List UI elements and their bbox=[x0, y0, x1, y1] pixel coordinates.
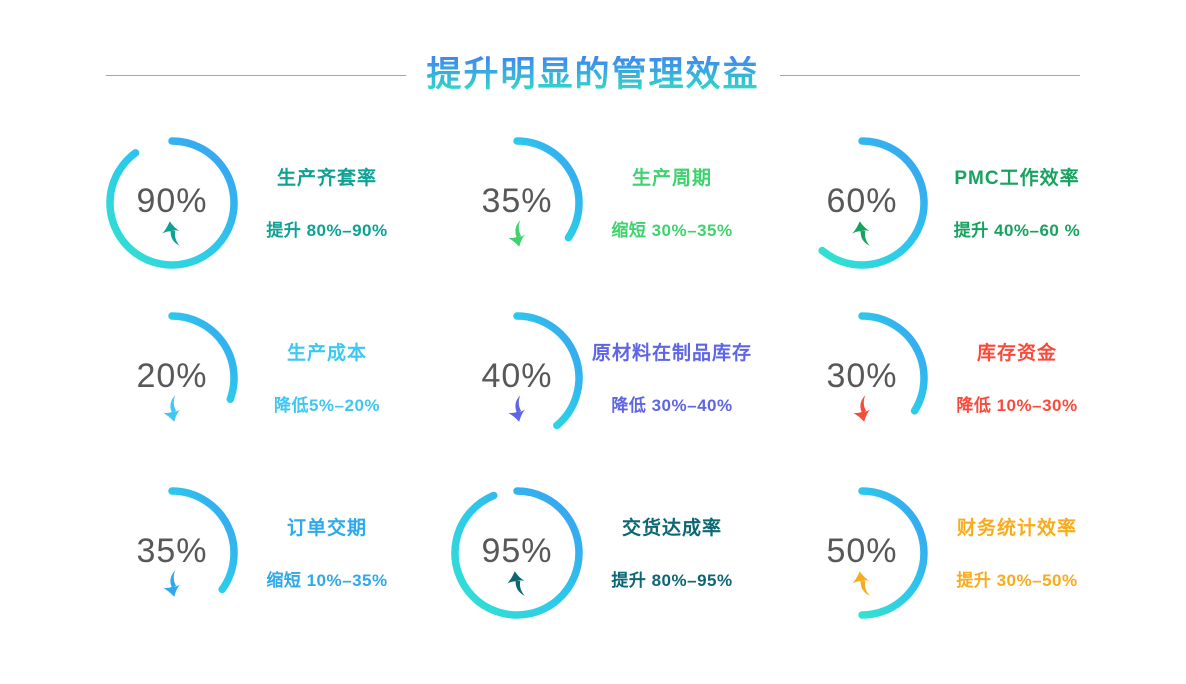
metric-range: 降低 10%–30% bbox=[956, 396, 1078, 415]
metric-title: 生产齐套率 bbox=[276, 168, 377, 189]
trend-up-icon bbox=[507, 571, 525, 596]
trend-down-icon bbox=[852, 395, 871, 422]
metric-info: 交货达成率 提升 80%–95% bbox=[587, 483, 787, 658]
metric-range: 降低 30%–40% bbox=[611, 396, 733, 415]
trend-down-icon bbox=[507, 395, 526, 422]
progress-ring: 30% bbox=[792, 308, 932, 448]
progress-ring: 95% bbox=[447, 483, 587, 623]
progress-arc bbox=[451, 487, 583, 619]
progress-ring: 40% bbox=[447, 308, 587, 448]
metric-card: 35% 生产周期 缩短 30%–35% bbox=[447, 133, 787, 308]
trend-up-icon bbox=[162, 221, 180, 246]
metric-title: 生产周期 bbox=[631, 168, 712, 189]
metric-title: PMC工作效率 bbox=[954, 168, 1080, 189]
metric-title: 原材料在制品库存 bbox=[591, 343, 752, 364]
progress-ring: 90% bbox=[102, 133, 242, 273]
header-line-right bbox=[779, 74, 1080, 76]
metric-title: 库存资金 bbox=[976, 343, 1057, 364]
percent-value: 20% bbox=[136, 356, 208, 395]
trend-down-icon bbox=[162, 570, 181, 597]
metric-title: 交货达成率 bbox=[621, 518, 722, 539]
metric-range: 缩短 30%–35% bbox=[611, 221, 733, 240]
metric-info: 生产成本 降低5%–20% bbox=[242, 308, 442, 483]
progress-ring: 50% bbox=[792, 483, 932, 623]
percent-value: 30% bbox=[826, 356, 898, 395]
metric-info: 财务统计效率 提升 30%–50% bbox=[932, 483, 1132, 658]
percent-value: 35% bbox=[136, 531, 208, 570]
metric-info: 生产齐套率 提升 80%–90% bbox=[242, 133, 442, 308]
metric-card: 30% 库存资金 降低 10%–30% bbox=[792, 308, 1132, 483]
metric-info: 库存资金 降低 10%–30% bbox=[932, 308, 1132, 483]
page-title: 提升明显的管理效益 bbox=[426, 55, 760, 94]
metric-card: 40% 原材料在制品库存 降低 30%–40% bbox=[447, 308, 787, 483]
trend-down-icon bbox=[507, 220, 526, 247]
metric-info: PMC工作效率 提升 40%–60 % bbox=[932, 133, 1132, 308]
progress-arc bbox=[168, 312, 238, 403]
metric-title: 生产成本 bbox=[286, 343, 367, 364]
metric-range: 缩短 10%–35% bbox=[266, 571, 388, 590]
progress-ring: 35% bbox=[102, 483, 242, 623]
progress-arc bbox=[818, 137, 928, 269]
percent-value: 50% bbox=[826, 531, 898, 570]
progress-arc bbox=[106, 137, 238, 269]
progress-arc bbox=[513, 312, 583, 430]
metric-range: 提升 40%–60 % bbox=[953, 221, 1081, 240]
progress-ring: 60% bbox=[792, 133, 932, 273]
trend-down-icon bbox=[162, 395, 181, 422]
metric-info: 原材料在制品库存 降低 30%–40% bbox=[587, 308, 787, 483]
slide-header: 提升明显的管理效益 bbox=[0, 55, 1186, 95]
metric-info: 生产周期 缩短 30%–35% bbox=[587, 133, 787, 308]
progress-ring: 35% bbox=[447, 133, 587, 273]
progress-arc bbox=[513, 137, 583, 242]
header-line-left bbox=[106, 74, 407, 76]
trend-up-icon bbox=[852, 221, 870, 246]
metric-card: 90% 生产齐套率 提升 80%–90% bbox=[102, 133, 442, 308]
percent-value: 90% bbox=[136, 181, 208, 220]
percent-value: 95% bbox=[481, 531, 553, 570]
progress-arc bbox=[858, 312, 928, 415]
metric-title: 财务统计效率 bbox=[956, 518, 1077, 539]
metric-card: 60% PMC工作效率 提升 40%–60 % bbox=[792, 133, 1132, 308]
metric-row-1: 90% 生产齐套率 提升 80%–90% 35% 生产周期 缩短 30%–35%… bbox=[102, 133, 1132, 308]
progress-arc bbox=[168, 487, 238, 594]
percent-value: 35% bbox=[481, 181, 553, 220]
metric-range: 提升 30%–50% bbox=[956, 571, 1078, 590]
metric-range: 提升 80%–95% bbox=[611, 571, 733, 590]
trend-up-icon bbox=[852, 571, 870, 596]
metric-range: 降低5%–20% bbox=[273, 396, 381, 415]
percent-value: 40% bbox=[481, 356, 553, 395]
percent-value: 60% bbox=[826, 181, 898, 220]
progress-arc bbox=[858, 487, 928, 619]
metric-title: 订单交期 bbox=[286, 518, 367, 539]
metric-info: 订单交期 缩短 10%–35% bbox=[242, 483, 442, 658]
metric-card: 50% 财务统计效率 提升 30%–50% bbox=[792, 483, 1132, 658]
metric-card: 35% 订单交期 缩短 10%–35% bbox=[102, 483, 442, 658]
metric-row-2: 20% 生产成本 降低5%–20% 40% 原材料在制品库存 降低 30%–40… bbox=[102, 308, 1132, 483]
metric-card: 95% 交货达成率 提升 80%–95% bbox=[447, 483, 787, 658]
metric-row-3: 35% 订单交期 缩短 10%–35% 95% 交货达成率 提升 80%–95%… bbox=[102, 483, 1132, 658]
metric-card: 20% 生产成本 降低5%–20% bbox=[102, 308, 442, 483]
metric-range: 提升 80%–90% bbox=[266, 221, 388, 240]
progress-ring: 20% bbox=[102, 308, 242, 448]
